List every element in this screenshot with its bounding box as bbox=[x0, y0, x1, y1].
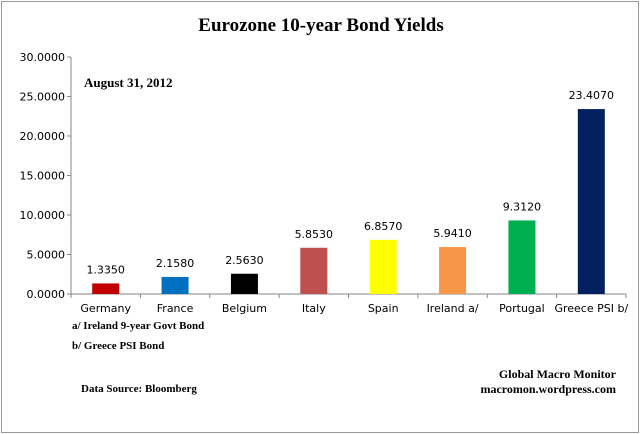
bar-6 bbox=[508, 220, 536, 294]
bar-3 bbox=[300, 247, 328, 294]
data-label-2: 2.5630 bbox=[225, 254, 264, 267]
data-label-5: 5.9410 bbox=[433, 227, 472, 240]
bars bbox=[92, 109, 605, 294]
y-tick-label: 20.0000 bbox=[20, 130, 66, 143]
data-label-4: 6.8570 bbox=[364, 220, 403, 233]
y-tick-label: 10.0000 bbox=[20, 209, 66, 222]
x-tick-label: France bbox=[157, 302, 194, 315]
bar-1 bbox=[161, 276, 189, 294]
x-tick-label: Greece PSI b/ bbox=[554, 302, 628, 315]
y-tick-label: 5.0000 bbox=[27, 249, 66, 262]
y-tick-label: 25.0000 bbox=[20, 91, 66, 104]
bar-2 bbox=[230, 273, 258, 294]
credit-name: Global Macro Monitor bbox=[499, 367, 617, 381]
y-tick-label: 30.0000 bbox=[20, 51, 66, 64]
x-tick-label: Spain bbox=[368, 302, 399, 315]
data-label-6: 9.3120 bbox=[503, 200, 542, 213]
footnote-b: b/ Greece PSI Bond bbox=[72, 340, 164, 352]
data-labels: 1.3350 2.1580 2.5630 5.8530 6.8570 5.9410 9.31… bbox=[86, 89, 614, 276]
footnote-a: a/ Ireland 9-year Govt Bond bbox=[72, 320, 204, 332]
data-label-0: 1.3350 bbox=[86, 263, 125, 276]
data-label-3: 5.8530 bbox=[295, 228, 334, 241]
y-axis: 0.0000 5.0000 10.0000 15.0000 20.0000 25.0000… bbox=[20, 51, 72, 301]
data-label-7: 23.4070 bbox=[569, 89, 615, 102]
x-tick-label: Belgium bbox=[222, 302, 267, 315]
x-tick-label: Germany bbox=[80, 302, 131, 315]
x-axis: Germany France Belgium Italy Spain Ireland a/… bbox=[70, 293, 628, 315]
y-tick-label: 15.0000 bbox=[20, 170, 66, 183]
bar-0 bbox=[92, 283, 120, 294]
credit-url: macromon.wordpress.com bbox=[480, 382, 616, 396]
x-tick-label: Portugal bbox=[499, 302, 545, 315]
x-tick-label: Ireland a/ bbox=[427, 302, 479, 315]
bar-5 bbox=[439, 247, 467, 294]
x-tick-label: Italy bbox=[302, 302, 326, 315]
data-label-1: 2.1580 bbox=[156, 257, 195, 270]
y-tick-label: 0.0000 bbox=[27, 288, 66, 301]
bar-4 bbox=[369, 239, 397, 294]
chart-title: Eurozone 10-year Bond Yields bbox=[198, 15, 443, 36]
chart-subtitle: August 31, 2012 bbox=[84, 75, 173, 90]
bar-7 bbox=[577, 109, 605, 294]
data-source: Data Source: Bloomberg bbox=[81, 383, 197, 395]
